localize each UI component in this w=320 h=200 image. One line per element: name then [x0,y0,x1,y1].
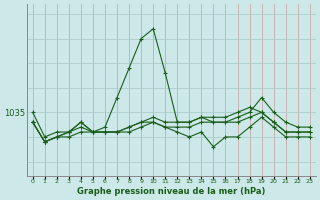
X-axis label: Graphe pression niveau de la mer (hPa): Graphe pression niveau de la mer (hPa) [77,187,266,196]
